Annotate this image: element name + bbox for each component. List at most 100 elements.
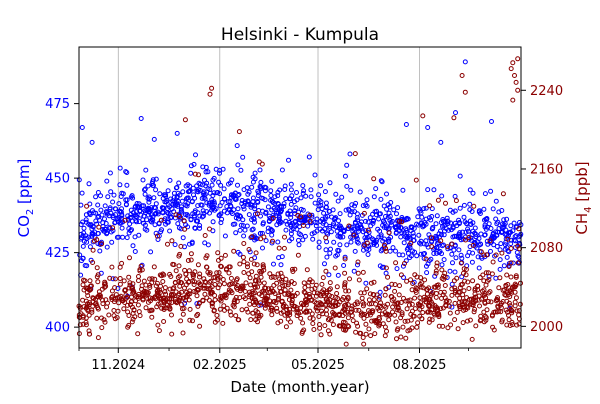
data-point <box>235 216 241 222</box>
data-point <box>183 282 189 288</box>
data-point <box>398 300 404 305</box>
data-point <box>141 213 147 219</box>
data-point <box>224 210 230 216</box>
data-point <box>389 218 395 224</box>
data-point <box>77 322 83 328</box>
data-point <box>120 234 126 240</box>
data-point <box>146 199 152 205</box>
data-point <box>229 211 235 217</box>
data-point <box>363 331 369 337</box>
data-point <box>415 301 421 307</box>
data-point <box>308 194 314 200</box>
data-point <box>183 202 189 208</box>
data-point <box>90 247 96 253</box>
data-point <box>361 210 367 216</box>
data-point <box>90 303 96 309</box>
data-point <box>318 332 324 338</box>
data-point <box>383 265 389 271</box>
data-point <box>470 190 476 196</box>
data-point <box>511 220 517 226</box>
data-point <box>441 242 446 248</box>
data-point <box>278 288 284 294</box>
data-point <box>343 207 349 213</box>
data-point <box>154 280 160 286</box>
data-point <box>376 216 382 222</box>
data-point <box>506 317 512 323</box>
data-point <box>153 187 159 193</box>
data-point <box>364 313 370 318</box>
data-point <box>138 212 144 218</box>
data-point <box>87 283 93 289</box>
data-point <box>510 97 516 103</box>
data-point <box>324 230 330 236</box>
data-point <box>465 228 471 234</box>
data-point <box>177 251 183 257</box>
data-point <box>268 188 274 194</box>
data-point <box>168 274 174 279</box>
data-point <box>415 214 421 220</box>
data-point <box>361 301 367 307</box>
data-point <box>231 193 237 198</box>
data-point <box>330 310 336 315</box>
data-point <box>424 296 429 302</box>
data-point <box>201 276 207 282</box>
data-point <box>370 218 376 223</box>
data-point <box>260 221 266 227</box>
chart-title: Helsinki - Kumpula <box>221 25 379 45</box>
series-ch4 <box>76 56 523 347</box>
data-point <box>226 270 232 276</box>
data-point <box>470 278 476 284</box>
data-point <box>484 307 490 313</box>
data-point <box>470 220 476 226</box>
data-point <box>439 262 445 268</box>
data-point <box>425 309 431 315</box>
data-point <box>445 244 450 250</box>
y-axis-right-label: CH4 [ppb] <box>573 161 594 234</box>
data-point <box>250 226 256 232</box>
data-point <box>312 200 318 206</box>
data-point <box>135 295 141 301</box>
data-point <box>341 263 347 268</box>
data-point <box>134 219 139 225</box>
data-point <box>224 204 230 209</box>
data-point <box>408 317 414 323</box>
data-point <box>426 299 432 305</box>
data-point <box>97 217 102 223</box>
data-point <box>234 143 240 149</box>
data-point <box>440 323 446 329</box>
data-point <box>401 295 406 301</box>
data-point <box>427 316 433 322</box>
data-point <box>169 312 174 318</box>
data-point <box>184 212 190 218</box>
data-point <box>231 304 237 310</box>
data-point <box>117 182 123 188</box>
data-point <box>360 335 366 340</box>
data-point <box>144 217 150 223</box>
data-point <box>97 248 103 254</box>
data-point <box>380 238 386 244</box>
data-point <box>385 301 391 307</box>
data-point <box>174 130 180 136</box>
data-point <box>360 229 366 235</box>
data-point <box>450 209 456 215</box>
data-point <box>83 219 89 225</box>
data-point <box>441 276 447 282</box>
data-point <box>175 221 181 227</box>
data-point <box>236 129 242 135</box>
data-point <box>417 295 423 301</box>
data-point <box>100 301 106 307</box>
data-point <box>172 201 178 207</box>
data-point <box>261 280 267 286</box>
data-point <box>461 266 467 272</box>
data-point <box>166 299 172 305</box>
data-point <box>424 291 430 297</box>
data-point <box>233 313 239 319</box>
data-point <box>178 206 184 212</box>
data-point <box>434 263 440 269</box>
data-point <box>102 203 108 209</box>
data-point <box>495 219 501 225</box>
data-point <box>403 335 409 341</box>
data-point <box>241 206 247 212</box>
data-point <box>116 300 122 306</box>
data-point <box>344 162 350 168</box>
